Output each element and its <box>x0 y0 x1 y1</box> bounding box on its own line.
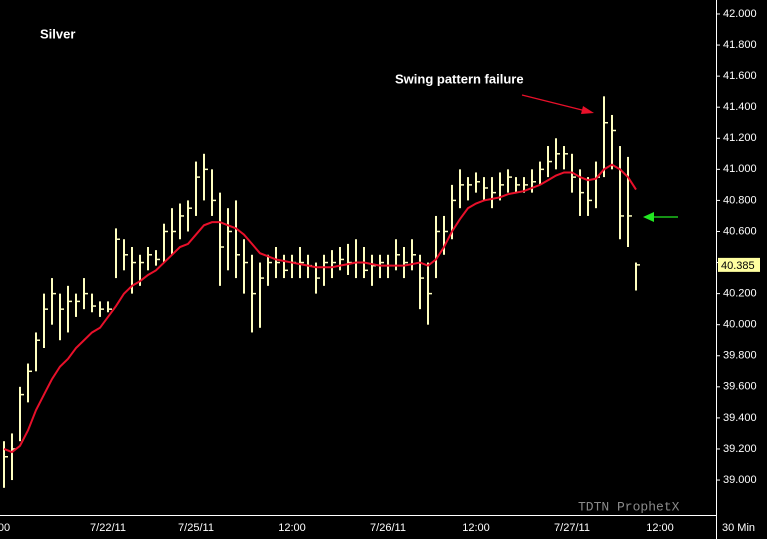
y-tick-label: 41.600 <box>723 70 757 82</box>
green-arrow <box>643 212 678 222</box>
y-tick-label: 39.200 <box>723 443 757 455</box>
y-tick-label: 42.000 <box>723 8 757 20</box>
y-tick-label: 41.400 <box>723 101 757 113</box>
interval-label: 30 Min <box>722 522 755 534</box>
y-tick-label: 39.600 <box>723 381 757 393</box>
x-tick-label: 12:00 <box>278 522 306 534</box>
moving-average <box>3 163 637 454</box>
x-tick-label: 7/22/11 <box>90 522 126 534</box>
x-tick-label: 7/26/11 <box>370 522 406 534</box>
y-tick-label: 40.200 <box>723 288 757 300</box>
x-tick-label: 7/27/11 <box>554 522 590 534</box>
watermark: TDTN ProphetX <box>578 499 680 514</box>
y-tick-label: 41.000 <box>723 163 757 175</box>
last-value-label: 40.385 <box>721 260 755 272</box>
last-value-box <box>718 257 760 272</box>
chart-title: Silver <box>40 26 75 41</box>
y-tick-label: 39.000 <box>723 474 757 486</box>
x-tick-label: 12:00 <box>646 522 674 534</box>
x-tick-label: 12:00 <box>462 522 490 534</box>
plot-area <box>3 96 640 488</box>
y-tick-label: 39.800 <box>723 350 757 362</box>
x-tick-label: 7/25/11 <box>178 522 214 534</box>
y-tick-label: 40.000 <box>723 319 757 331</box>
red-arrow <box>521 94 594 114</box>
y-tick-label: 40.800 <box>723 194 757 206</box>
y-tick-label: 39.400 <box>723 412 757 424</box>
annotation: Swing pattern failure <box>395 71 524 86</box>
y-tick-label: 40.600 <box>723 225 757 237</box>
x-tick-label: 00 <box>0 522 10 534</box>
y-tick-label: 41.800 <box>723 39 757 51</box>
y-tick-label: 41.200 <box>723 132 757 144</box>
